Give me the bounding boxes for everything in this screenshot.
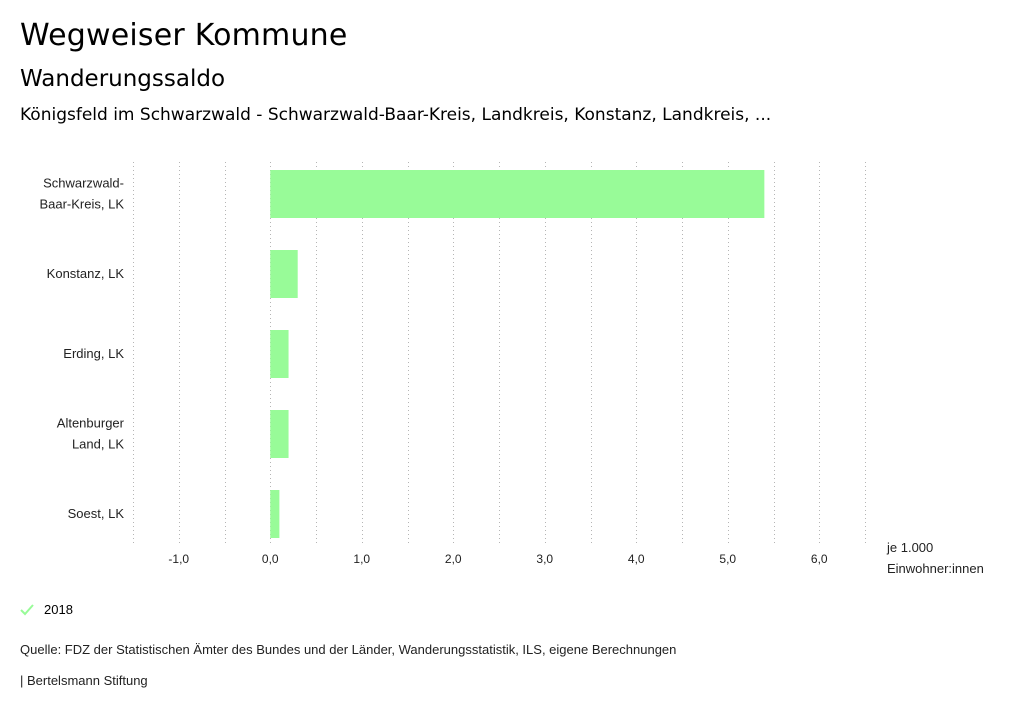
tick-label: 4,0 [628, 552, 645, 566]
source-note: Quelle: FDZ der Statistischen Ämter des … [20, 642, 677, 657]
tick-label: -1,0 [168, 552, 189, 566]
tick-label: 2,0 [445, 552, 462, 566]
category-label: Erding, LK [63, 346, 124, 361]
tick-label: 1,0 [353, 552, 370, 566]
category-label: Land, LK [72, 437, 124, 452]
legend[interactable]: 2018 [20, 602, 73, 617]
brand-note: | Bertelsmann Stiftung [20, 673, 148, 688]
category-label: Altenburger [57, 416, 125, 431]
axis-label: Einwohner:innen [887, 561, 984, 576]
bar [270, 250, 298, 298]
bar [270, 330, 289, 378]
tick-label: 5,0 [719, 552, 736, 566]
bar-chart: Schwarzwald- Baar-Kreis, LK Konstanz, LK Er… [39, 162, 984, 576]
chart-subtitle: Wanderungssaldo [20, 66, 226, 92]
category-label: Schwarzwald- [43, 176, 124, 191]
checkmark-icon [20, 603, 34, 615]
legend-label: 2018 [44, 602, 73, 617]
tick-label: 6,0 [811, 552, 828, 566]
tick-label: 0,0 [262, 552, 279, 566]
region-title: Königsfeld im Schwarzwald - Schwarzwald-… [20, 105, 772, 125]
bar [270, 170, 765, 218]
axis-label: je 1.000 [886, 540, 933, 555]
category-label: Soest, LK [68, 506, 125, 521]
bar [270, 410, 289, 458]
page-title: Wegweiser Kommune [20, 18, 348, 53]
bar [270, 490, 280, 538]
tick-label: 3,0 [536, 552, 553, 566]
category-label: Baar-Kreis, LK [39, 197, 124, 212]
category-label: Konstanz, LK [47, 266, 125, 281]
